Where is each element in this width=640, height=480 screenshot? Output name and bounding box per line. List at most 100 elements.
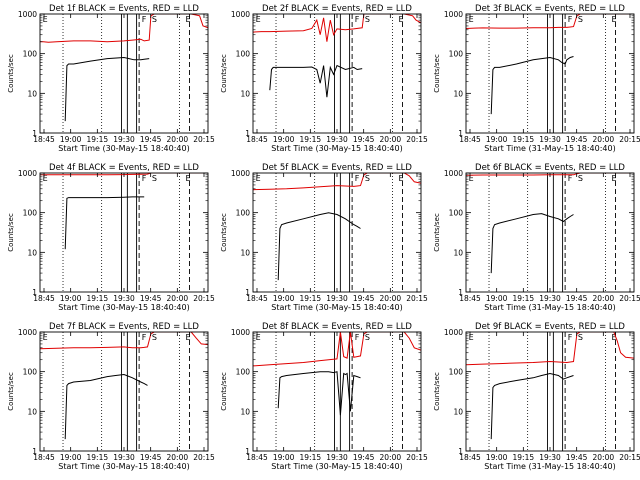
event-marker-s: S <box>365 333 370 342</box>
x-tick-label: 19:15 <box>513 135 535 144</box>
event-marker-e: E <box>185 333 190 342</box>
y-axis-label: Counts/sec <box>433 213 441 252</box>
red-series-line <box>40 332 208 350</box>
x-tick-label: 20:00 <box>593 294 615 303</box>
x-tick-label: 20:15 <box>193 294 215 303</box>
x-axis-label: Start Time (30-May-15 18:40:40) <box>58 462 189 471</box>
x-tick-label: 20:15 <box>193 135 215 144</box>
y-tick-label: 10 <box>27 407 37 416</box>
x-tick-label: 19:30 <box>326 135 348 144</box>
x-tick-label: 20:15 <box>406 453 428 462</box>
x-tick-label: 19:15 <box>300 135 322 144</box>
x-tick-label: 20:15 <box>193 453 215 462</box>
y-axis-label: Counts/sec <box>7 54 15 93</box>
x-tick-label: 19:30 <box>326 294 348 303</box>
x-tick-label: 19:45 <box>353 453 375 462</box>
x-tick-label: 19:45 <box>566 453 588 462</box>
y-tick-label: 100 <box>449 368 464 377</box>
y-axis-label: Counts/sec <box>7 372 15 411</box>
x-tick-label: 20:15 <box>619 294 640 303</box>
x-tick-label: 20:15 <box>619 135 640 144</box>
detector-panel-4: Det 4f BLACK = Events, RED = LLD Counts/s… <box>7 163 215 312</box>
x-tick-label: 19:30 <box>539 294 561 303</box>
y-tick-label: 1 <box>245 129 250 138</box>
y-tick-label: 1000 <box>231 10 250 19</box>
y-tick-label: 1000 <box>18 328 37 337</box>
black-series-line <box>490 56 574 115</box>
red-series-line <box>466 173 634 176</box>
y-axis-label: Counts/sec <box>220 54 228 93</box>
event-marker-f: F <box>142 15 147 24</box>
x-tick-label: 19:45 <box>566 135 588 144</box>
panel-title: Det 5f BLACK = Events, RED = LLD <box>262 163 412 173</box>
x-tick-label: 19:30 <box>539 135 561 144</box>
event-marker-f: F <box>355 333 360 342</box>
black-series-line <box>64 196 145 250</box>
x-tick-label: 20:00 <box>380 135 402 144</box>
event-marker-s: S <box>152 174 157 183</box>
x-tick-label: 20:00 <box>380 294 402 303</box>
y-tick-label: 1 <box>245 447 250 456</box>
event-marker-e: E <box>185 15 190 24</box>
panel-title: Det 1f BLACK = Events, RED = LLD <box>49 4 199 14</box>
x-tick-label: 19:45 <box>140 294 162 303</box>
x-tick-label: 20:00 <box>380 453 402 462</box>
x-tick-label: 19:45 <box>353 135 375 144</box>
x-tick-label: 20:00 <box>167 294 189 303</box>
x-tick-label: 19:45 <box>353 294 375 303</box>
y-axis-label: Counts/sec <box>433 54 441 93</box>
y-tick-label: 1 <box>458 447 463 456</box>
panel-title: Det 8f BLACK = Events, RED = LLD <box>262 322 412 332</box>
event-marker-e: E <box>611 15 616 24</box>
y-tick-label: 100 <box>449 209 464 218</box>
event-marker-e: E <box>398 174 403 183</box>
x-axis-label: Start Time (30-May-15 18:40:40) <box>271 144 402 153</box>
x-tick-label: 19:00 <box>273 294 295 303</box>
x-axis-label: Start Time (30-May-15 18:40:40) <box>271 462 402 471</box>
y-tick-label: 1 <box>458 288 463 297</box>
panel-title: Det 4f BLACK = Events, RED = LLD <box>49 163 199 173</box>
black-series-line <box>490 372 574 440</box>
x-tick-label: 19:15 <box>300 453 322 462</box>
x-tick-label: 19:00 <box>273 453 295 462</box>
black-series-line <box>269 64 363 98</box>
y-axis-label: Counts/sec <box>7 213 15 252</box>
x-axis-label: Start Time (30-May-15 18:40:40) <box>271 303 402 312</box>
x-tick-label: 19:15 <box>300 294 322 303</box>
y-tick-label: 1 <box>32 447 37 456</box>
x-tick-label: 20:15 <box>406 294 428 303</box>
red-series-line <box>40 173 208 176</box>
x-tick-label: 19:00 <box>486 294 508 303</box>
detector-panel-1: Det 1f BLACK = Events, RED = LLD Counts/s… <box>7 4 215 153</box>
x-tick-label: 18:45 <box>246 135 268 144</box>
x-tick-label: 19:30 <box>113 294 135 303</box>
black-series-line <box>277 371 361 416</box>
x-tick-label: 19:45 <box>566 294 588 303</box>
event-marker-e: E <box>611 333 616 342</box>
event-marker-e: E <box>256 174 261 183</box>
x-tick-label: 20:00 <box>593 453 615 462</box>
plot-frame <box>465 13 635 134</box>
event-marker-e: E <box>398 15 403 24</box>
y-tick-label: 10 <box>453 89 463 98</box>
event-marker-e: E <box>398 333 403 342</box>
x-tick-label: 19:30 <box>113 135 135 144</box>
event-marker-e: E <box>469 15 474 24</box>
red-series-line <box>253 173 421 191</box>
y-tick-label: 10 <box>27 89 37 98</box>
panel-title: Det 7f BLACK = Events, RED = LLD <box>49 322 199 332</box>
y-tick-label: 100 <box>23 50 38 59</box>
event-marker-f: F <box>142 333 147 342</box>
x-tick-label: 20:00 <box>593 135 615 144</box>
y-tick-label: 10 <box>240 248 250 257</box>
x-tick-label: 18:45 <box>459 135 481 144</box>
event-marker-s: S <box>578 15 583 24</box>
y-tick-label: 1000 <box>18 169 37 178</box>
y-axis-label: Counts/sec <box>220 372 228 411</box>
y-tick-label: 1 <box>32 288 37 297</box>
y-tick-label: 1000 <box>444 10 463 19</box>
x-axis-label: Start Time (30-May-15 18:40:40) <box>58 303 189 312</box>
red-series-line <box>466 14 634 29</box>
y-axis-label: Counts/sec <box>220 213 228 252</box>
event-marker-e: E <box>611 174 616 183</box>
